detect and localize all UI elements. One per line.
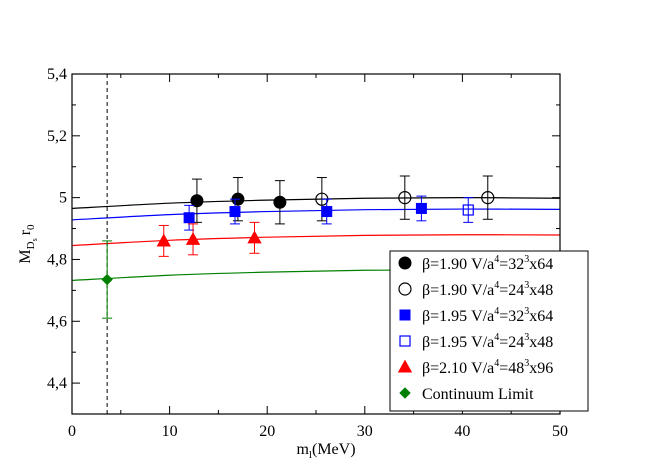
- legend-label: Continuum Limit: [422, 386, 534, 403]
- data-point: [273, 195, 287, 209]
- data-point: [247, 230, 262, 244]
- data-point: [156, 233, 171, 247]
- data-point: [415, 202, 427, 214]
- legend-label: β=1.90 V/a4=323x64: [422, 254, 553, 273]
- legend-marker: [399, 309, 411, 321]
- data-point: [185, 232, 201, 245]
- legend-label: β=1.95 V/a4=323x64: [422, 306, 553, 325]
- data-points: [101, 175, 495, 319]
- fit-curve: [71, 234, 561, 247]
- data-point: [183, 212, 195, 224]
- data-point: [398, 191, 412, 205]
- data-point: [481, 191, 495, 205]
- y-tick-label: 4,6: [47, 313, 67, 330]
- x-tick-label: 30: [357, 423, 373, 440]
- y-axis-label: MDsr0: [17, 224, 39, 264]
- legend-label: β=1.95 V/a4=243x48: [422, 332, 553, 351]
- data-point: [101, 273, 113, 286]
- legend-marker: [398, 256, 412, 270]
- legend-marker: [399, 335, 411, 347]
- y-tick-label: 5,4: [47, 66, 67, 83]
- legend-marker: [398, 282, 412, 296]
- legend: β=1.90 V/a4=323x64 β=1.90 V/a4=243x48 β=1.…: [389, 250, 589, 412]
- data-point: [321, 206, 333, 218]
- x-axis-label: ml(MeV): [296, 441, 355, 461]
- data-point: [190, 194, 204, 208]
- y-tick-label: 4,4: [47, 375, 67, 392]
- data-point: [462, 204, 474, 216]
- legend-label: β=1.90 V/a4=243x48: [422, 280, 553, 299]
- y-tick-label: 4,8: [47, 251, 67, 268]
- legend-marker: [397, 359, 413, 373]
- data-point: [229, 206, 241, 218]
- y-tick-label: 5: [59, 190, 67, 207]
- fit-curve: [71, 208, 561, 221]
- legend-label: β=2.10 V/a4=483x96: [422, 358, 553, 377]
- x-tick-label: 50: [552, 423, 568, 440]
- y-tick-label: 5,2: [47, 128, 67, 145]
- x-tick-label: 0: [68, 423, 76, 440]
- x-tick-label: 20: [259, 423, 275, 440]
- x-tick-label: 10: [162, 423, 178, 440]
- x-tick-label: 40: [454, 423, 470, 440]
- legend-marker: [399, 387, 411, 399]
- legend-box: [389, 250, 589, 412]
